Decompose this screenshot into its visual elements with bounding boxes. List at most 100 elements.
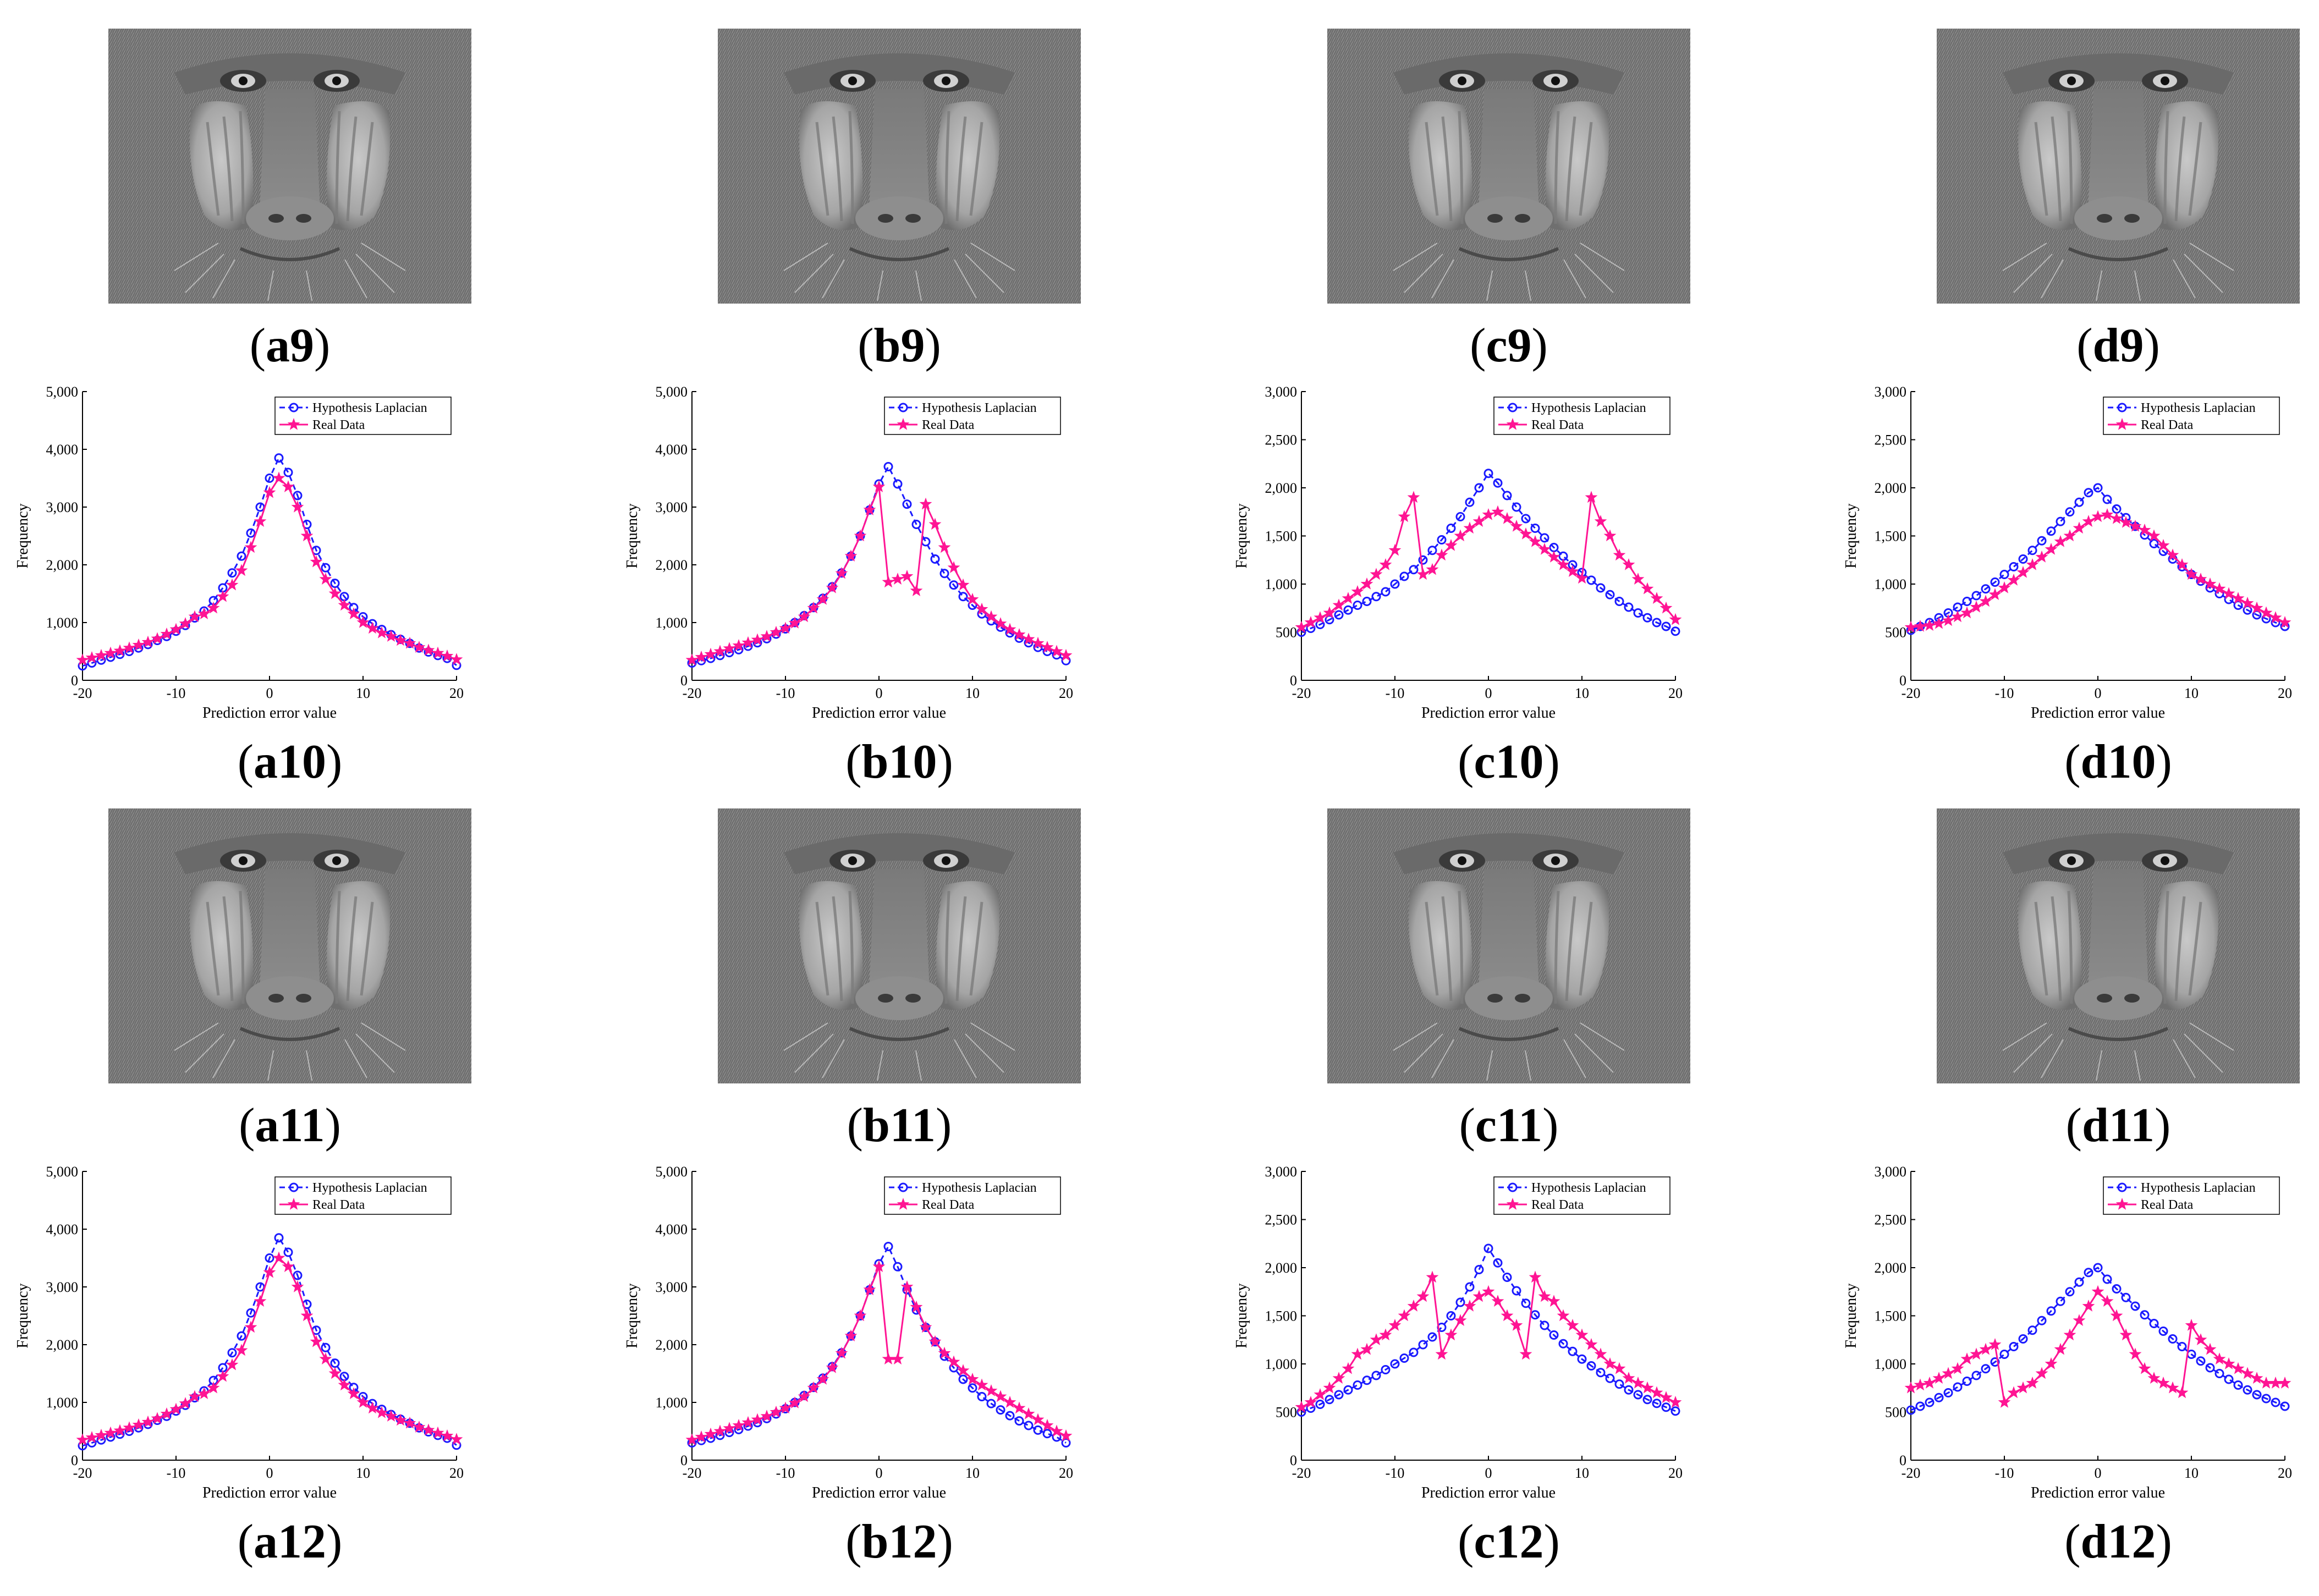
point-hypothesis <box>2243 1385 2252 1395</box>
series-line-real <box>82 1257 457 1441</box>
point-real <box>2157 539 2170 551</box>
point-real <box>1059 648 1073 661</box>
point-real <box>319 1352 332 1364</box>
chart-panel-a10: 0 1,000 2,000 3,000 4,000 5,000 -20 -10 0 10 20 Pre… <box>0 364 580 786</box>
x-tick-label: 0 <box>266 1465 273 1481</box>
point-hypothesis <box>996 1405 1005 1415</box>
y-tick-label: 0 <box>1290 673 1297 689</box>
point-real <box>2007 574 2020 586</box>
point-real <box>2250 601 2263 614</box>
point-real <box>132 638 145 651</box>
point-real <box>835 1346 848 1359</box>
y-axis-label: Frequency <box>1233 503 1250 568</box>
point-hypothesis <box>1502 1273 1512 1282</box>
point-real <box>2110 512 2123 524</box>
point-hypothesis <box>2018 1334 2028 1344</box>
point-hypothesis <box>2056 516 2065 526</box>
point-real <box>732 639 745 651</box>
point-real <box>1013 1401 1026 1414</box>
legend-marker-real <box>287 418 300 430</box>
point-hypothesis <box>2177 1342 2187 1351</box>
x-tick-label: -10 <box>167 1465 186 1481</box>
x-axis-label: Prediction error value <box>812 705 946 722</box>
point-real <box>1914 1378 1927 1391</box>
point-hypothesis <box>1353 601 1362 610</box>
point-real <box>2269 611 2282 623</box>
point-real <box>235 564 248 576</box>
point-hypothesis <box>1014 1416 1024 1426</box>
point-real <box>826 581 839 593</box>
point-real <box>413 1421 426 1433</box>
point-hypothesis <box>2140 1310 2150 1320</box>
legend-label-real: Real Data <box>922 1198 975 1212</box>
x-tick-label: 10 <box>1575 685 1589 701</box>
point-hypothesis <box>883 1242 893 1251</box>
point-hypothesis <box>893 1262 903 1272</box>
y-tick-label: 2,000 <box>46 557 79 573</box>
caption-b10: (b10) <box>845 735 953 789</box>
point-real <box>994 1390 1007 1402</box>
point-real <box>872 480 886 492</box>
y-tick-label: 1,000 <box>1875 576 1907 592</box>
caption-label: a9 <box>266 319 314 372</box>
point-real <box>966 1373 979 1385</box>
point-real <box>732 1419 745 1431</box>
y-tick-label: 500 <box>1885 625 1906 641</box>
point-real <box>1332 598 1345 611</box>
legend-marker-real <box>2115 1198 2129 1210</box>
point-hypothesis <box>321 1342 331 1352</box>
point-hypothesis <box>2224 1374 2234 1384</box>
baboon-grayscale-image <box>1937 808 2300 1083</box>
point-hypothesis <box>1474 1265 1484 1274</box>
point-hypothesis <box>1343 605 1353 615</box>
point-hypothesis <box>2149 1319 2159 1328</box>
point-hypothesis <box>911 520 921 529</box>
y-tick-label: 5,000 <box>46 1164 79 1180</box>
point-hypothesis <box>283 1247 293 1257</box>
point-real <box>1970 601 1983 613</box>
point-real <box>957 1364 970 1376</box>
point-hypothesis <box>1418 1340 1428 1350</box>
point-real <box>2213 582 2226 595</box>
caption-label: a12 <box>254 1515 326 1569</box>
point-real <box>356 616 370 628</box>
caption-label: b11 <box>862 1099 936 1152</box>
point-real <box>132 1418 145 1430</box>
point-hypothesis <box>293 491 303 500</box>
point-real <box>816 593 829 605</box>
image-panel-d9: (d9) <box>1828 0 2319 374</box>
point-hypothesis <box>1962 597 1972 606</box>
point-real <box>798 610 811 623</box>
point-real <box>207 1381 220 1394</box>
x-tick-label: 20 <box>449 1465 464 1481</box>
x-tick-label: -10 <box>776 1465 795 1481</box>
point-real <box>807 1381 820 1394</box>
point-real <box>891 1352 904 1364</box>
legend-marker-real <box>287 1198 300 1210</box>
point-real <box>2166 548 2179 561</box>
point-hypothesis <box>1577 1354 1587 1364</box>
y-tick-label: 3,000 <box>656 499 688 515</box>
y-axis-label: Frequency <box>1843 1283 1860 1348</box>
point-real <box>2147 529 2161 542</box>
point-hypothesis <box>1540 533 1549 543</box>
point-real <box>2054 535 2067 547</box>
point-real <box>713 1424 727 1437</box>
point-real <box>1641 1381 1654 1394</box>
x-tick-label: 10 <box>2184 1465 2199 1481</box>
point-hypothesis <box>1371 1371 1381 1380</box>
point-real <box>356 1396 370 1408</box>
point-real <box>1295 620 1308 633</box>
caption-c11: (c11) <box>1459 1099 1559 1152</box>
point-real <box>751 1413 764 1426</box>
point-real <box>788 617 801 629</box>
point-real <box>770 625 783 638</box>
point-real <box>1050 1424 1063 1437</box>
x-tick-label: 20 <box>1668 1465 1683 1481</box>
point-real <box>816 1373 829 1385</box>
point-hypothesis <box>321 563 331 573</box>
point-real <box>2213 1352 2226 1364</box>
point-real <box>188 1390 201 1402</box>
point-real <box>2035 1367 2048 1379</box>
y-tick-label: 2,000 <box>1265 480 1298 496</box>
